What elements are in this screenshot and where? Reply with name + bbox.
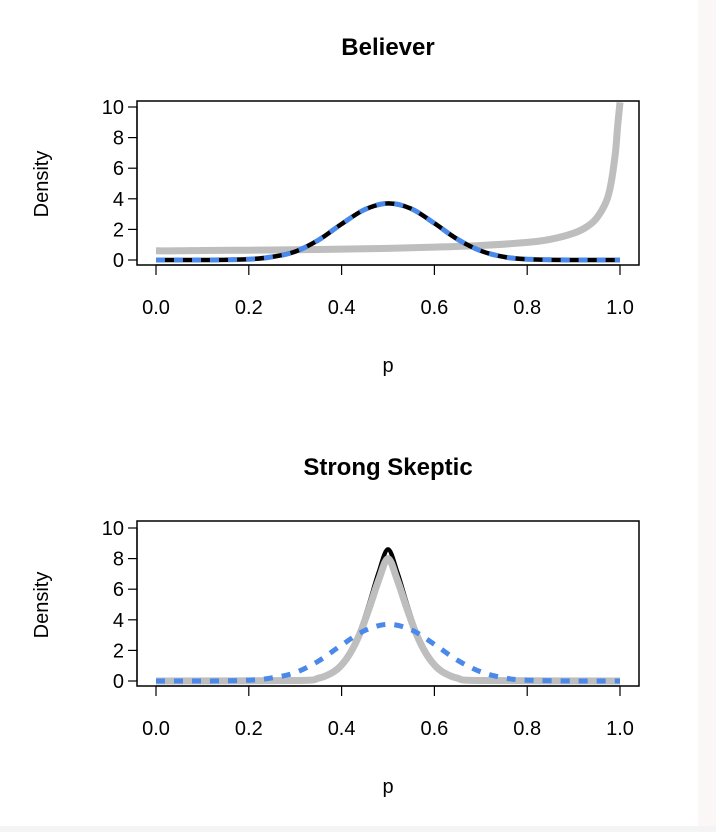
x-tick-label: 1.0: [606, 297, 634, 319]
chart-panel-2: Strong Skeptic 0.0 0.2 0.4 0.6 0.8 1.0 p 0 2 4 6 8 10…: [31, 454, 640, 798]
x-tick-label: 0.0: [142, 718, 170, 740]
x-tick-label: 0.0: [142, 297, 170, 319]
y-tick-label: 2: [113, 219, 124, 241]
x-tick-label: 0.8: [513, 718, 541, 740]
y-tick-label: 10: [102, 97, 124, 119]
series-group: [155, 102, 624, 263]
right-scroll-gutter: [698, 0, 716, 832]
series-line-likelihood: [155, 200, 621, 263]
y-tick-label: 4: [113, 610, 124, 632]
x-tick-label: 0.2: [235, 297, 263, 319]
x-tick-label: 1.0: [606, 718, 634, 740]
y-tick-label: 0: [113, 250, 124, 272]
chart-title: Strong Skeptic: [303, 454, 472, 481]
x-tick-label: 0.2: [235, 718, 263, 740]
chart-title: Believer: [341, 34, 434, 61]
y-tick-label: 2: [113, 640, 124, 662]
series-line-prior: [155, 555, 621, 685]
x-axis-label: p: [382, 776, 393, 798]
x-tick-label: 0.8: [513, 297, 541, 319]
y-tick-label: 6: [113, 158, 124, 180]
x-tick-label: 0.4: [328, 718, 356, 740]
x-axis-label: p: [382, 355, 393, 377]
y-tick-label: 0: [113, 671, 124, 693]
bottom-edge: [0, 826, 716, 832]
y-tick-label: 8: [113, 549, 124, 571]
y-tick-label: 10: [102, 518, 124, 540]
chart-panel-1: Believer 0.0 0.2 0.4 0.6 0.8 1.0 p 0 2 4 6 8 10 Densit…: [31, 34, 640, 377]
x-tick-label: 0.6: [420, 297, 448, 319]
plot-frame: [136, 100, 640, 266]
y-tick-label: 4: [113, 189, 124, 211]
y-axis-label: Density: [31, 151, 53, 218]
series-line-likelihood: [155, 621, 621, 684]
x-tick-label: 0.4: [328, 297, 356, 319]
series-line-prior: [155, 102, 624, 255]
y-tick-label: 6: [113, 579, 124, 601]
series-group: [155, 547, 621, 685]
y-tick-label: 8: [113, 128, 124, 150]
series-line-posterior: [155, 547, 621, 684]
x-tick-label: 0.6: [420, 718, 448, 740]
y-axis-label: Density: [31, 572, 53, 639]
plot-frame: [136, 520, 640, 687]
